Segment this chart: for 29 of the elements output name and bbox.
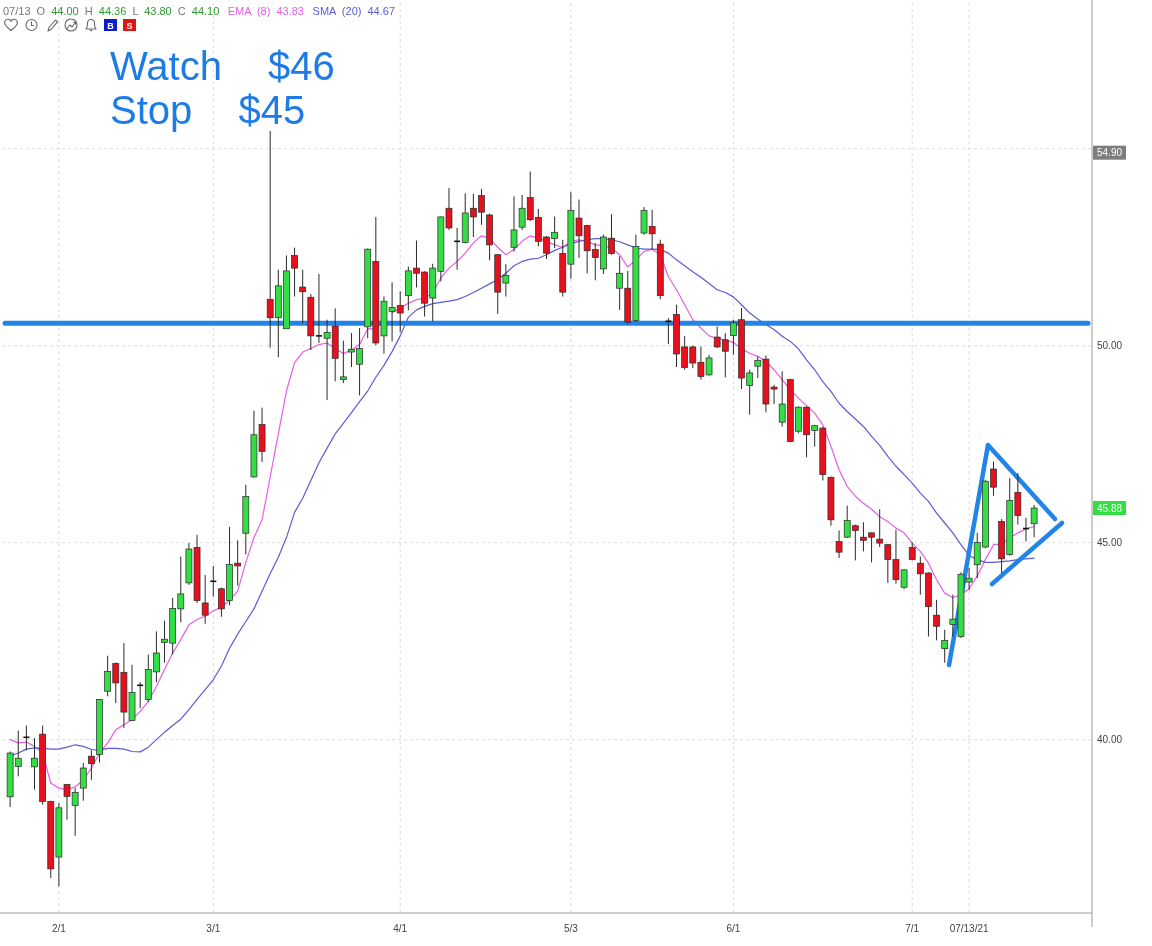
- text: 45.88: [1097, 502, 1123, 514]
- x-tick-label: 5/3: [563, 923, 579, 934]
- candlestick: [835, 529, 843, 559]
- text: EMA (8) 43.83: [227, 5, 304, 17]
- candlestick: [1030, 504, 1038, 538]
- x-tick-label: 6/1: [726, 923, 741, 934]
- candlestick: [299, 269, 307, 324]
- y-tick-label: 45.00: [1097, 537, 1123, 549]
- x-tick-label: 07/13/21: [949, 923, 989, 934]
- candlestick: [201, 574, 209, 625]
- annotation: Stop $45: [110, 88, 306, 132]
- x-tick-label: 2/1: [51, 923, 67, 934]
- candlestick: [876, 508, 884, 548]
- x-tick-label: 3/1: [206, 923, 221, 934]
- candlestick: [339, 340, 347, 384]
- x-tick-label: 7/1: [905, 923, 920, 934]
- candlestick: [941, 629, 949, 664]
- candlestick: [88, 749, 95, 781]
- candlestick: [79, 762, 87, 802]
- x-tick-label: 4/1: [393, 923, 408, 934]
- candlestick: [291, 247, 298, 297]
- annotation: Watch $46: [110, 44, 335, 88]
- candlestick: [933, 599, 940, 641]
- text: 54.90: [1097, 147, 1123, 159]
- text: 07/13 O 44.00 H 44.36 L 43.80 C 44.10: [3, 5, 220, 17]
- y-tick-label: 50.00: [1097, 340, 1123, 352]
- y-tick-label: 40.00: [1097, 734, 1123, 746]
- candlestick: [510, 195, 518, 253]
- text: SMA (20) 44.67: [312, 5, 395, 17]
